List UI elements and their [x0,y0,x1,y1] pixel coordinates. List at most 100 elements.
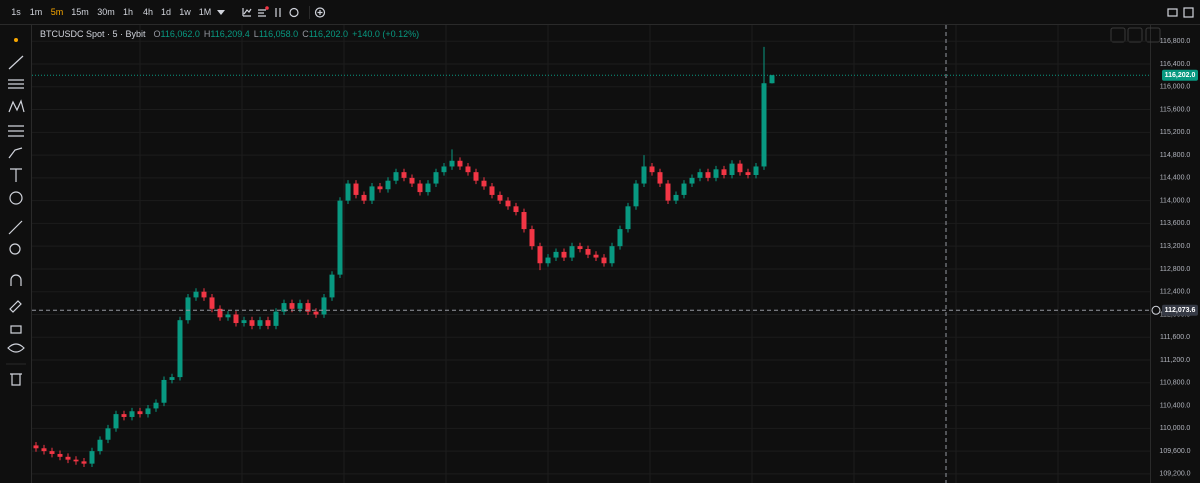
interval-button[interactable]: 5m [51,7,64,17]
forecast-tool[interactable] [8,125,24,137]
scroll-button[interactable] [1110,27,1126,43]
candle-body [769,75,775,84]
candle-body [441,166,447,173]
candle-body [81,461,87,464]
replay-icon[interactable] [275,8,281,17]
interval-button[interactable]: 30m [97,7,115,17]
candle-body [561,251,567,258]
interval-button[interactable]: 15m [71,7,89,17]
candle-body [649,166,655,173]
y-tick-label: 109,200.0 [1159,471,1190,478]
add-icon[interactable] [314,7,326,18]
last-price-tag [1162,69,1198,81]
candle-body [73,459,79,462]
y-tick-label: 110,000.0 [1160,425,1191,432]
interval-button[interactable]: 1M [199,7,212,17]
legend: BTCUSDC Spot · 5 · Bybit O116,062.0 H116,2… [40,29,419,39]
drawing-tools [6,38,26,386]
candle-body [721,169,727,176]
candle-body [281,303,287,312]
candle-body [481,180,487,187]
candle-body [497,194,503,201]
collapse-button[interactable] [1127,27,1143,43]
settings-icon[interactable] [289,7,299,18]
candle-body [97,439,103,452]
ohlc-value: 116,062.0 [161,29,200,39]
candle-body [657,172,663,184]
interval-button[interactable]: 1s [11,7,21,17]
candle-body [521,212,527,230]
ohlc-key: H [204,29,211,39]
candle-body [113,414,119,429]
y-tick-label: 112,800.0 [1160,266,1191,273]
compare-icon[interactable] [258,9,266,17]
pattern-tool[interactable] [8,99,25,113]
emoji-tool[interactable] [9,191,23,205]
cursor-tool[interactable] [14,38,18,42]
indicator-icon[interactable] [242,8,252,17]
last-price-label: 116,202.0 [1165,72,1196,79]
interval-button[interactable]: 1d [161,7,171,17]
magnet-tool[interactable] [10,274,22,286]
y-tick-label: 114,800.0 [1160,152,1191,159]
candle-body [449,160,455,167]
interval-dropdown[interactable] [217,10,225,15]
y-tick-label: 113,600.0 [1160,220,1191,227]
fullscreen-icon[interactable] [1183,7,1194,18]
fib-tool[interactable] [8,79,24,89]
candle-body [337,200,343,275]
candle-body [33,445,39,449]
candle-body [625,206,631,230]
candle-body [729,163,735,176]
y-tick-label: 115,200.0 [1160,129,1191,136]
y-tick-label: 110,400.0 [1160,402,1191,409]
interval-button[interactable]: 1m [30,7,43,17]
candle-body [329,274,335,298]
candle-body [665,183,671,201]
candle-body [489,186,495,195]
measure-tool[interactable] [8,220,23,235]
candle-body [601,257,607,264]
visibility-tool[interactable] [7,343,25,353]
lock-tool[interactable] [10,325,22,334]
candle-body [129,411,135,417]
candle-body [257,320,263,326]
candle-body [529,229,535,247]
zoom-tool[interactable] [9,243,21,255]
interval-button[interactable]: 4h [143,7,153,17]
candle-body [169,377,175,380]
candle-body [65,456,71,460]
candle-body [593,254,599,258]
candle-body [673,194,679,201]
interval-button[interactable]: 1w [179,7,191,17]
interval-button[interactable]: 1h [123,7,133,17]
trendline-tool[interactable] [8,55,24,70]
text-tool[interactable] [10,168,22,182]
candle-body [137,411,143,415]
snapshot-icon[interactable] [1167,8,1178,17]
candle-body [353,183,359,195]
delete-tool[interactable] [10,373,22,386]
y-tick-label: 110,800.0 [1160,380,1191,387]
brush-tool[interactable] [8,147,23,159]
y-tick-label: 114,000.0 [1160,197,1191,204]
candle-body [57,453,63,457]
candle-body [609,246,615,264]
candle-body [745,172,751,176]
candle-body [393,172,399,181]
maximize-button[interactable] [1145,27,1161,43]
y-tick-label: 112,400.0 [1160,289,1191,296]
change-value: +140.0 (+0.12%) [352,29,419,39]
lock-drawings[interactable] [9,300,22,313]
candle-body [409,177,415,184]
candle-body [401,172,407,178]
candle-body [273,311,279,326]
candle-body [41,448,47,452]
ohlc-value: 116,058.0 [259,29,298,39]
candle-body [545,257,551,264]
candle-body [513,206,519,213]
candle-body [705,172,711,178]
crosshair-add-button [1151,305,1161,315]
ohlc-value: 116,209.4 [210,29,249,39]
